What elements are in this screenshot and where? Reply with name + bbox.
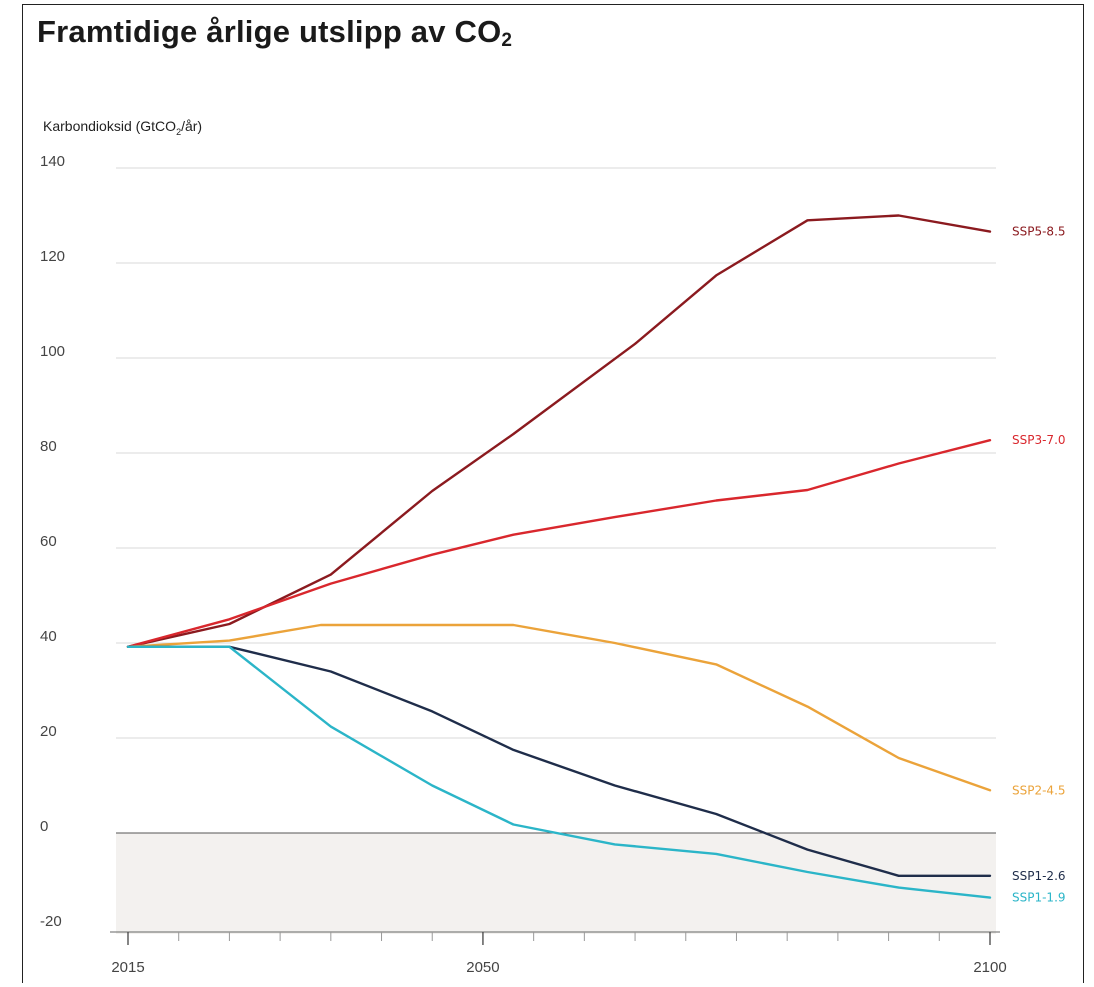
series-label-ssp1-26: SSP1-2.6 xyxy=(1012,869,1066,883)
y-tick-label: 120 xyxy=(40,248,65,265)
x-axis: 2015 2050 2100 xyxy=(110,931,1007,976)
y-axis-label: Karbondioksid (GtCO2/år) xyxy=(43,118,202,137)
y-axis-label-unit: /år) xyxy=(181,118,203,134)
series-line-ssp1-26 xyxy=(126,645,992,877)
negative-region-fill xyxy=(116,833,996,934)
negative-region xyxy=(116,833,996,934)
series-line-ssp5-85 xyxy=(126,214,992,648)
series-labels: SSP5-8.5 SSP3-7.0 SSP2-4.5 SSP1-2.6 SSP1-1.9 xyxy=(1012,225,1066,905)
series-lines xyxy=(126,214,992,899)
series-label-ssp1-19: SSP1-1.9 xyxy=(1012,891,1066,905)
series-line-ssp3-70 xyxy=(126,439,992,648)
chart-title-subscript: 2 xyxy=(501,30,513,51)
series-line-ssp1-19 xyxy=(126,645,992,899)
y-tick-label: 80 xyxy=(40,438,57,455)
gridlines xyxy=(116,167,996,834)
x-tick-label: 2015 xyxy=(111,959,144,976)
y-tick-label: 140 xyxy=(40,153,65,170)
y-tick-label: 0 xyxy=(40,818,48,835)
series-label-ssp5-85: SSP5-8.5 xyxy=(1012,225,1066,239)
y-tick-label: 20 xyxy=(40,723,57,740)
y-tick-label: 60 xyxy=(40,533,57,550)
series-label-ssp2-45: SSP2-4.5 xyxy=(1012,783,1066,797)
y-tick-label: -20 xyxy=(40,913,62,930)
series-label-ssp3-70: SSP3-7.0 xyxy=(1012,433,1066,447)
y-axis-label-main: Karbondioksid (GtCO xyxy=(43,118,177,134)
chart-title-main: Framtidige årlige utslipp av CO xyxy=(37,14,502,49)
series-line-ssp2-45 xyxy=(126,623,992,792)
y-axis-label-subscript: 2 xyxy=(176,126,182,137)
chart-frame xyxy=(22,4,1084,983)
x-tick-label: 2100 xyxy=(973,959,1006,976)
y-tick-label: 100 xyxy=(40,343,65,360)
chart-title: Framtidige årlige utslipp av CO2 xyxy=(37,14,512,52)
y-axis-ticks: -20 0 20 40 60 80 100 120 140 xyxy=(40,153,65,930)
x-tick-label: 2050 xyxy=(466,959,499,976)
y-tick-label: 40 xyxy=(40,628,57,645)
